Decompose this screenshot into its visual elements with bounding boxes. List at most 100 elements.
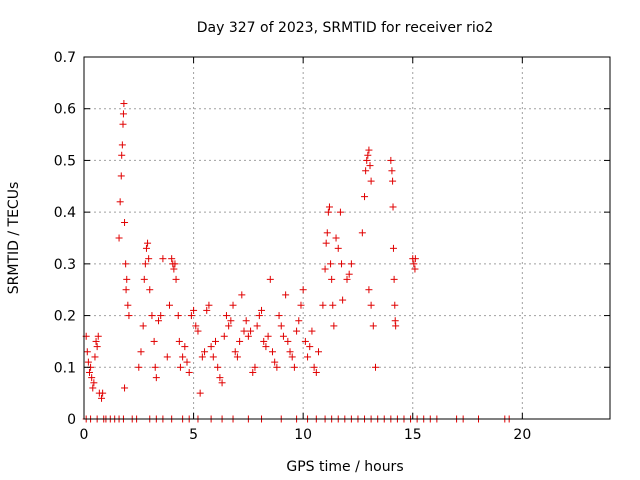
data-point [125, 312, 133, 320]
data-point [361, 193, 369, 201]
data-point [410, 260, 418, 268]
data-point [181, 343, 189, 351]
data-point [255, 312, 263, 320]
data-point [159, 255, 167, 263]
data-point [175, 337, 183, 345]
grid [84, 56, 610, 419]
data-point [244, 332, 252, 340]
data-point [163, 353, 171, 361]
data-point [347, 260, 355, 268]
data-point [90, 379, 98, 387]
data-point [144, 239, 152, 247]
data-point [387, 156, 395, 164]
x-tick-label: 20 [513, 427, 531, 443]
data-points [82, 100, 513, 423]
data-point [284, 337, 292, 345]
data-point [148, 312, 156, 320]
data-point [388, 167, 396, 175]
data-point [115, 234, 123, 242]
data-point [251, 363, 259, 371]
data-point [99, 389, 107, 397]
data-point [358, 229, 366, 237]
data-point [171, 260, 179, 268]
data-point [194, 327, 202, 335]
data-point [205, 301, 213, 309]
data-point [118, 141, 126, 149]
data-point [315, 348, 323, 356]
data-point [336, 208, 344, 216]
data-point [212, 337, 219, 345]
data-point [367, 177, 375, 185]
data-point [121, 218, 129, 226]
data-point [135, 363, 143, 371]
data-point [286, 348, 294, 356]
y-tick-label: 0 [67, 412, 76, 428]
data-point [310, 363, 318, 371]
data-point [275, 312, 283, 320]
x-axis-label: GPS time / hours [286, 459, 403, 475]
data-point [209, 353, 217, 361]
data-point [142, 244, 150, 252]
plot-frame [83, 56, 611, 420]
data-point [124, 301, 132, 309]
data-point [119, 110, 127, 118]
data-point [319, 301, 327, 309]
data-point [362, 167, 370, 175]
data-point [290, 363, 298, 371]
data-point [363, 156, 371, 164]
data-point [121, 384, 129, 392]
data-point [172, 275, 180, 283]
data-point [323, 229, 331, 237]
data-point [371, 363, 379, 371]
y-tick-label: 0.7 [54, 50, 76, 66]
x-tick-label: 15 [404, 427, 422, 443]
data-point [339, 296, 347, 304]
chart-title: Day 327 of 2023, SRMTID for receiver rio… [197, 20, 494, 36]
data-point [328, 275, 336, 283]
data-point [293, 327, 301, 335]
data-point [141, 260, 149, 268]
data-point [229, 301, 237, 309]
data-point [231, 348, 239, 356]
data-point [92, 337, 100, 345]
data-point [83, 348, 91, 356]
data-point [327, 260, 335, 268]
y-tick-label: 0.3 [54, 257, 76, 273]
data-point [295, 317, 303, 325]
data-point [176, 363, 184, 371]
data-point [262, 343, 270, 351]
data-point [157, 312, 165, 320]
data-point [288, 353, 296, 361]
data-point [369, 322, 377, 330]
y-axis-ticks: 0 0.1 0.2 0.3 0.4 0.5 0.6 0.7 [54, 50, 610, 428]
data-point [198, 353, 206, 361]
data-point [118, 151, 126, 159]
data-point [343, 275, 351, 283]
data-point [312, 368, 320, 376]
data-point [140, 275, 148, 283]
data-point [214, 363, 222, 371]
data-point [155, 317, 163, 325]
data-point [345, 270, 353, 278]
y-tick-label: 0.6 [54, 102, 76, 118]
y-axis-label: SRMTID / TECUs [6, 182, 22, 295]
data-point [122, 260, 130, 268]
data-point [216, 374, 224, 382]
data-point [389, 203, 397, 211]
data-point [390, 275, 398, 283]
data-point [391, 301, 399, 309]
y-tick-label: 0.2 [54, 309, 76, 325]
data-point [282, 291, 290, 299]
data-point [84, 358, 92, 366]
data-point [268, 348, 276, 356]
data-point [183, 358, 191, 366]
data-point [146, 286, 154, 294]
x-tick-label: 10 [294, 427, 312, 443]
data-point [123, 275, 131, 283]
data-point [150, 337, 158, 345]
data-point [324, 208, 332, 216]
data-point [392, 322, 400, 330]
data-point [242, 317, 250, 325]
data-point [218, 379, 226, 387]
